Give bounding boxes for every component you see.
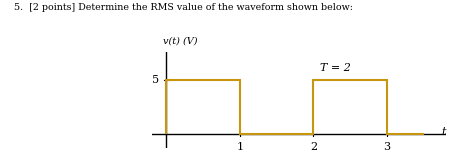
Text: 2: 2: [310, 142, 317, 152]
Text: 1: 1: [236, 142, 244, 152]
Text: 3: 3: [383, 142, 391, 152]
Text: 5: 5: [152, 75, 159, 85]
Text: t: t: [442, 127, 447, 137]
Text: v(t) (V): v(t) (V): [163, 37, 197, 46]
Text: T = 2: T = 2: [320, 63, 351, 73]
Text: 5.  [2 points] Determine the RMS value of the waveform shown below:: 5. [2 points] Determine the RMS value of…: [14, 3, 353, 12]
